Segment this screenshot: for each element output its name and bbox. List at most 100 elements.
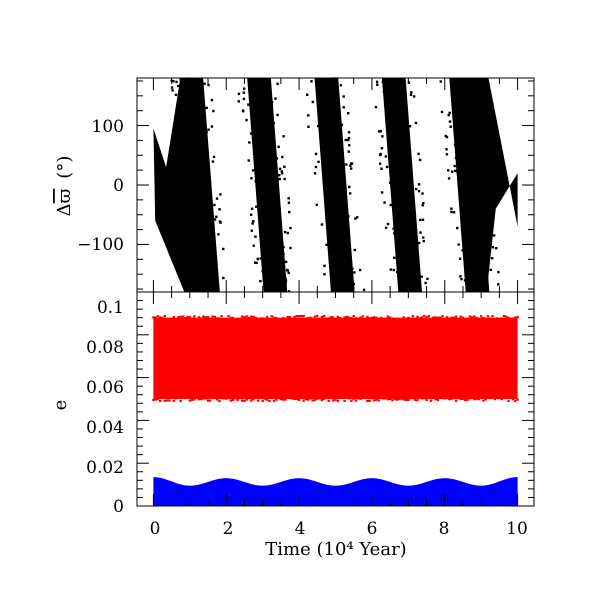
red-band-edge <box>254 316 258 319</box>
scatter-point <box>466 142 469 146</box>
red-band-edge <box>272 399 276 403</box>
scatter-point <box>189 175 192 178</box>
scatter-point <box>241 109 245 112</box>
scatter-point <box>268 153 271 157</box>
scatter-point <box>181 188 185 191</box>
scatter-point <box>249 132 253 135</box>
scatter-point <box>445 148 448 151</box>
scatter-point <box>201 266 204 270</box>
scatter-point <box>194 131 198 134</box>
scatter-point <box>205 130 208 134</box>
red-band-edge <box>163 314 166 318</box>
scatter-point <box>260 218 263 221</box>
scatter-point <box>252 244 255 247</box>
scatter-point <box>189 245 193 249</box>
red-band-edge <box>427 396 431 399</box>
scatter-point <box>261 269 264 273</box>
red-band-edge <box>206 316 210 319</box>
scatter-point <box>245 118 248 122</box>
scatter-point <box>400 104 404 107</box>
scatter-point <box>466 235 469 238</box>
red-band-edge <box>439 396 442 399</box>
red-band-edge <box>204 397 207 400</box>
red-band-edge <box>484 398 487 401</box>
scatter-point <box>353 271 356 274</box>
scatter-point <box>205 106 208 110</box>
scatter-point <box>263 159 266 162</box>
red-band-edge <box>366 315 369 318</box>
scatter-point <box>393 256 396 259</box>
scatter-point <box>339 213 342 216</box>
bottom-ticks <box>137 291 534 507</box>
red-band-edge <box>338 396 342 399</box>
scatter-point <box>380 147 384 150</box>
red-band-edge <box>457 397 460 400</box>
red-band-edge <box>163 399 166 402</box>
red-band-edge <box>452 316 456 319</box>
scatter-point <box>474 112 477 116</box>
scatter-point <box>455 83 458 87</box>
red-band-edge <box>256 317 260 321</box>
red-band-edge <box>316 397 319 400</box>
scatter-point <box>326 85 329 88</box>
scatter-point <box>398 118 401 121</box>
red-band-edge <box>357 317 360 320</box>
red-band-edge <box>206 399 210 402</box>
scatter-point <box>306 93 309 96</box>
scatter-point <box>485 189 488 192</box>
resonant-angle-end-band <box>470 78 518 292</box>
scatter-point <box>396 230 399 233</box>
red-band-edge <box>195 396 198 399</box>
scatter-point <box>257 194 261 197</box>
scatter-point <box>379 129 382 133</box>
red-band-edge <box>507 399 510 402</box>
scatter-point <box>314 152 318 156</box>
scatter-point <box>395 210 399 213</box>
scatter-point <box>342 106 345 109</box>
scatter-point <box>398 229 401 232</box>
red-band-edge <box>448 317 451 320</box>
scatter-point <box>470 144 473 148</box>
scatter-point <box>247 159 250 162</box>
red-band-edge <box>174 397 178 400</box>
scatter-point <box>397 238 400 241</box>
scatter-point <box>462 80 466 84</box>
scatter-point <box>250 207 254 210</box>
scatter-point <box>417 183 421 186</box>
scatter-point <box>485 235 488 239</box>
red-band-edge <box>229 316 232 319</box>
red-band-edge <box>322 397 326 401</box>
red-band-edge <box>352 398 355 401</box>
scatter-point <box>477 79 481 82</box>
red-band-edge <box>359 397 362 400</box>
scatter-point <box>392 227 395 230</box>
red-band-edge <box>477 398 481 401</box>
scatter-point <box>187 102 190 106</box>
scatter-point <box>265 105 269 108</box>
scatter-point <box>497 270 500 274</box>
scatter-point <box>420 275 423 278</box>
scatter-point <box>460 277 463 281</box>
red-band-edge <box>468 315 472 318</box>
scatter-point <box>396 105 399 108</box>
scatter-point <box>264 283 267 286</box>
scatter-point <box>342 252 345 256</box>
scatter-point <box>178 106 182 109</box>
red-band-edge <box>181 315 185 318</box>
red-band-edge <box>293 397 296 400</box>
scatter-point <box>398 82 401 85</box>
red-band-edge <box>284 398 287 401</box>
scatter-point <box>347 261 350 264</box>
scatter-point <box>184 136 187 139</box>
scatter-point <box>277 145 280 149</box>
scatter-point <box>202 202 206 206</box>
scatter-point <box>384 226 388 230</box>
red-band-edge <box>156 398 160 401</box>
scatter-point <box>463 78 467 82</box>
scatter-point <box>247 103 250 106</box>
red-band-edge <box>188 316 192 319</box>
scatter-point <box>481 282 484 285</box>
scatter-point <box>378 162 382 165</box>
bottom-y-tick-label: 0.04 <box>86 418 124 438</box>
red-band-edge <box>197 316 201 319</box>
